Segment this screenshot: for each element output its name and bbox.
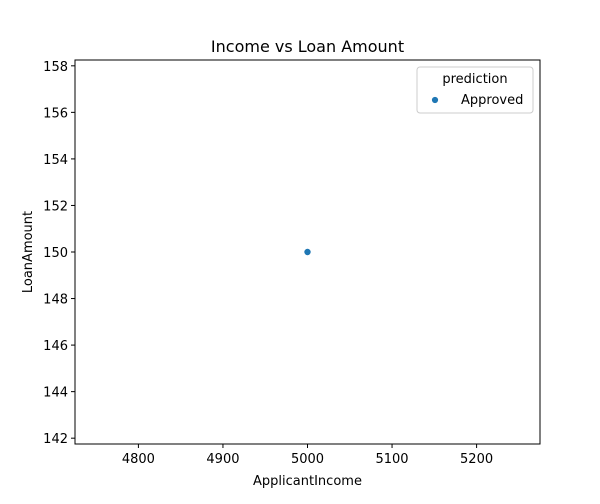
- legend: prediction Approved: [416, 66, 534, 114]
- y-tick-label: 156: [43, 106, 68, 121]
- x-axis-label: ApplicantIncome: [253, 474, 362, 489]
- data-point-approved: [303, 247, 312, 256]
- plot-area: 4800 4900 5000 5100 5200 1421441461481501521…: [43, 59, 541, 467]
- data-points: [303, 247, 312, 256]
- x-tick-label: 4800: [122, 452, 155, 467]
- chart-title: Income vs Loan Amount: [211, 37, 404, 56]
- legend-title: prediction: [442, 72, 507, 87]
- x-tick-label: 4900: [206, 452, 239, 467]
- legend-marker-approved: [431, 96, 439, 104]
- y-tick-label: 142: [43, 432, 68, 447]
- x-tick-label: 5100: [375, 452, 408, 467]
- y-axis-label: LoanAmount: [21, 211, 36, 293]
- legend-box: [416, 66, 534, 114]
- y-tick-label: 146: [43, 339, 68, 354]
- x-tick-label: 5000: [291, 452, 324, 467]
- x-tick-label: 5200: [460, 452, 493, 467]
- y-tick-label: 144: [43, 386, 68, 401]
- y-tick-label: 152: [43, 199, 68, 214]
- x-axis-ticks: 4800 4900 5000 5100 5200: [122, 444, 493, 467]
- y-axis-ticks: 142 144 146 148 150 152 154 156 158: [43, 60, 75, 447]
- y-tick-label: 150: [43, 246, 68, 261]
- legend-label-approved: Approved: [461, 93, 523, 108]
- y-tick-label: 158: [43, 60, 68, 75]
- y-tick-label: 148: [43, 293, 68, 308]
- y-tick-label: 154: [43, 153, 68, 168]
